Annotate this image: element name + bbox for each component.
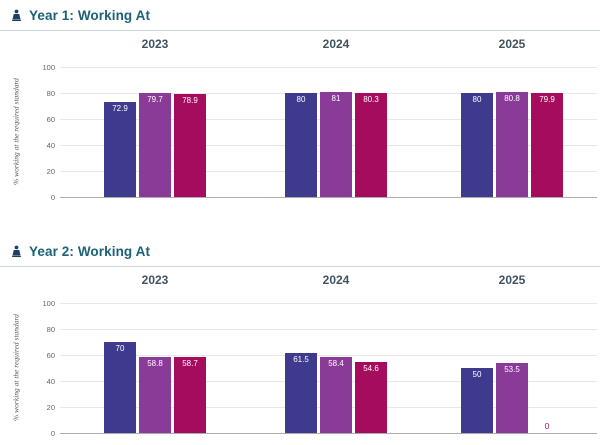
year-label: 2024 [322,37,350,51]
y-axis-label: % working at the required standard [11,314,21,421]
year-label: 2024 [322,273,350,287]
y-tick-label: 100 [42,63,55,72]
bar [139,93,171,197]
x-axis-line [60,197,597,198]
bar [104,102,136,197]
x-axis-line [60,433,597,434]
section-title-year1: Year 1: Working At [29,7,151,23]
bar-value-label: 80.8 [504,93,520,103]
bar-value-label: 70 [115,344,125,353]
bar [496,91,528,197]
gridline [60,303,597,304]
gridline [60,355,597,356]
bar-value-label: 80.3 [363,94,379,104]
y-tick-label: 80 [46,325,55,334]
year-label: 2023 [141,37,169,51]
bar [355,92,387,197]
y-tick-label: 40 [46,141,55,150]
y-tick-label: 60 [46,115,55,124]
bar-value-label: 58.4 [328,359,344,369]
y-axis-label: % working at the required standard [11,78,21,185]
chart-section-year1: Year 1: Working At 2023 2024 2025 % working… [0,0,600,229]
bar-value-label: 79.9 [539,95,555,105]
bar [461,368,493,433]
y-tick-label: 100 [42,299,55,308]
bar-value-label: 80 [296,95,306,104]
gridline [60,329,597,330]
bar [104,342,136,433]
bar [174,356,206,433]
y-tick-label: 40 [46,377,55,386]
bar [496,363,528,433]
bar [320,91,352,197]
bar-value-label: 81 [331,93,341,103]
bar-value-label: 80 [472,95,482,104]
bar-value-label: 72.9 [112,104,128,114]
bar [139,356,171,433]
bar-value-label: 61.5 [293,355,309,365]
bar-value-label: 54.6 [363,364,379,374]
y-tick-label: 60 [46,351,55,360]
y-tick-label: 20 [46,167,55,176]
y-tick-label: 0 [50,193,55,202]
bar-value-label: 58.8 [147,358,163,368]
bar-value-label: 50 [472,370,482,379]
section-header-year2: Year 2: Working At [0,236,600,267]
bar [285,93,317,197]
year-label: 2023 [141,273,169,287]
bar-value-label: 78.9 [182,96,198,106]
bar-value-label: 53.5 [504,365,520,375]
bar [320,357,352,433]
bar [531,93,563,197]
podium-icon [9,244,23,258]
chart-section-year2: Year 2: Working At 2023 2024 2025 % working… [0,236,600,445]
section-title-year2: Year 2: Working At [29,243,151,259]
bar-chart-year2: 2023 2024 2025 % working at the required st… [0,267,600,445]
y-tick-label: 0 [50,429,55,438]
bar [355,362,387,433]
year-label: 2025 [498,37,526,51]
bar [174,94,206,197]
bar-chart-year1: 2023 2024 2025 % working at the required st… [0,31,600,229]
bar [461,93,493,197]
section-header-year1: Year 1: Working At [0,0,600,31]
bar-value-label: 58.7 [182,358,198,368]
bar-value-label: 0 [544,422,550,431]
y-tick-label: 20 [46,403,55,412]
bar [285,353,317,433]
year-label: 2025 [498,273,526,287]
gridline [60,67,597,68]
podium-icon [9,8,23,22]
bar-value-label: 79.7 [147,95,163,105]
y-tick-label: 80 [46,89,55,98]
